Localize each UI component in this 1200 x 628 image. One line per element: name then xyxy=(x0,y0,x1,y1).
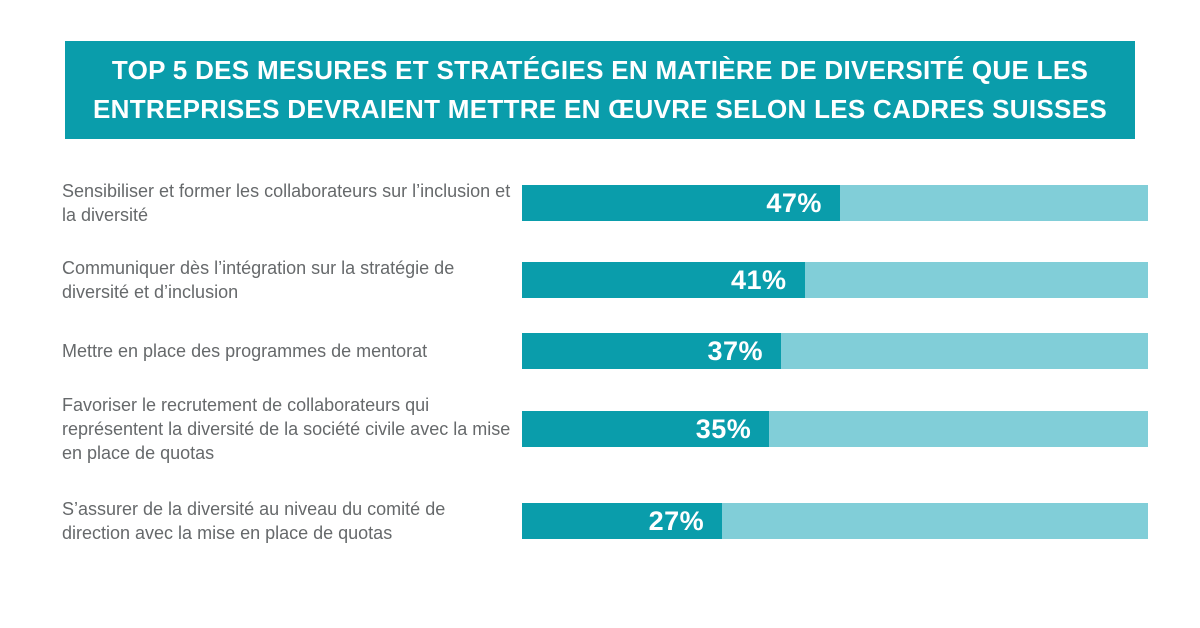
bar-fill: 35% xyxy=(522,411,770,447)
bar-fill: 37% xyxy=(522,333,782,369)
bar-value-label: 27% xyxy=(648,505,705,536)
bar-track: 47% xyxy=(522,185,1148,221)
bar-fill: 41% xyxy=(522,262,805,298)
bar-row: Mettre en place des programmes de mentor… xyxy=(62,333,1148,369)
bar-row: Favoriser le recrutement de collaborateu… xyxy=(62,393,1148,465)
bar-track: 41% xyxy=(522,262,1148,298)
bar-category-label: Communiquer dès l’intégration sur la str… xyxy=(62,258,455,302)
bar-row: S’assurer de la diversité au niveau du c… xyxy=(62,497,1148,545)
bar-fill: 47% xyxy=(522,185,840,221)
bar-value-label: 37% xyxy=(707,335,764,366)
bar-fill: 27% xyxy=(522,503,723,539)
bar-value-label: 41% xyxy=(731,264,787,295)
bar-category-label: Mettre en place des programmes de mentor… xyxy=(62,341,428,361)
bar-category-label: S’assurer de la diversité au niveau du c… xyxy=(62,499,446,543)
bar-category-label: Favoriser le recrutement de collaborateu… xyxy=(62,395,511,463)
title-line-2: ENTREPRISES DEVRAIENT METTRE EN ŒUVRE SE… xyxy=(93,94,1107,124)
bar-track: 27% xyxy=(522,503,1148,539)
bar-row: Communiquer dès l’intégration sur la str… xyxy=(62,256,1148,304)
bar-row: Sensibiliser et former les collaborateur… xyxy=(62,179,1148,227)
bar-value-label: 47% xyxy=(766,187,822,218)
title-banner: TOP 5 DES MESURES ET STRATÉGIES EN MATIÈ… xyxy=(65,41,1135,139)
title-line-1: TOP 5 DES MESURES ET STRATÉGIES EN MATIÈ… xyxy=(111,55,1089,85)
bar-value-label: 35% xyxy=(695,413,752,444)
bar-track: 37% xyxy=(522,333,1148,369)
bar-track: 35% xyxy=(522,411,1148,447)
bar-category-label: Sensibiliser et former les collaborateur… xyxy=(62,181,511,225)
bar-chart: Sensibiliser et former les collaborateur… xyxy=(62,179,1148,545)
